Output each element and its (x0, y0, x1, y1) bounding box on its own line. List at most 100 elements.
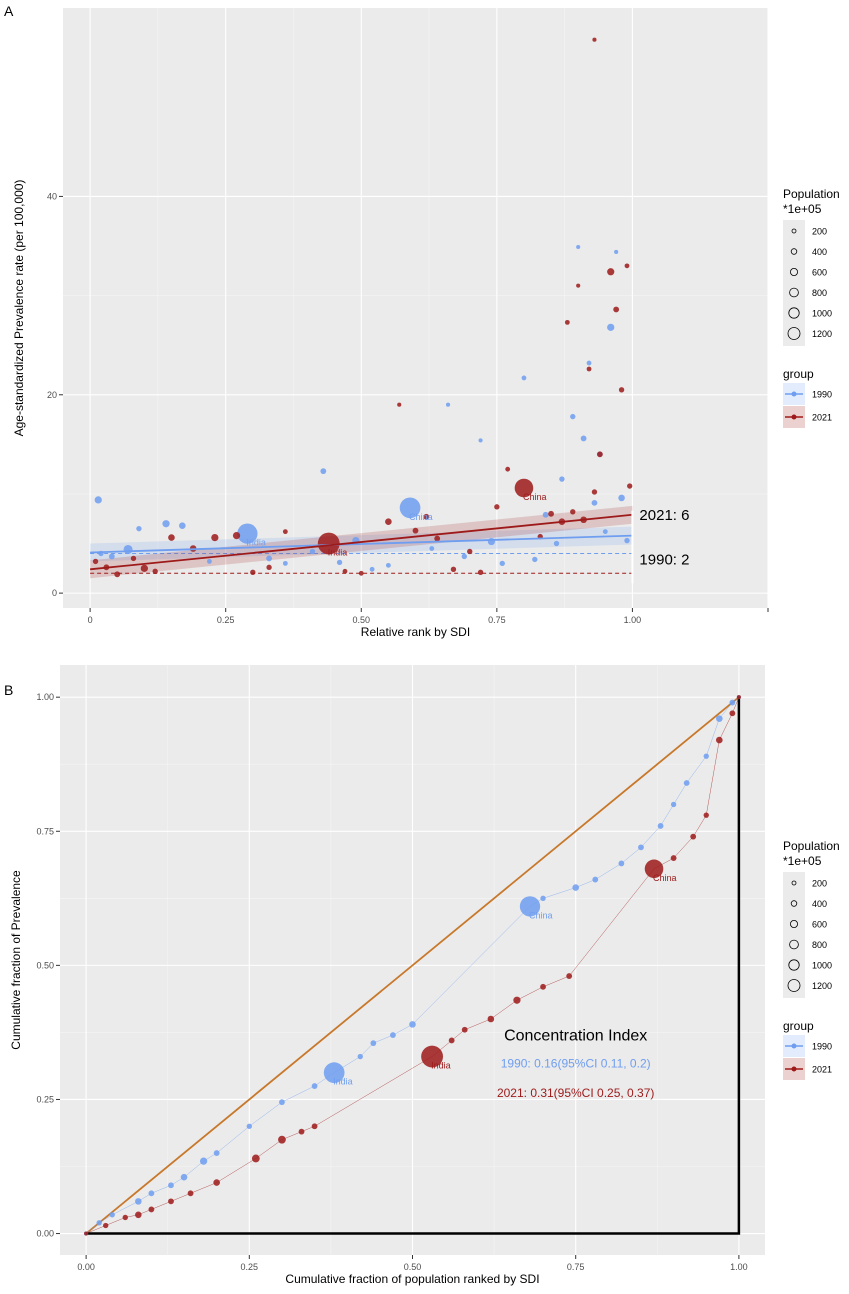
point-2021 (461, 1026, 468, 1033)
point-2021 (494, 504, 500, 510)
point-1990 (109, 1212, 115, 1218)
legend-key-background (783, 872, 805, 998)
point-2021 (103, 1222, 109, 1229)
point-2021 (282, 529, 288, 535)
point-2021 (467, 548, 473, 555)
point-2021 (250, 569, 256, 575)
legend-size-label: 1000 (812, 309, 832, 319)
point-1990 (207, 558, 212, 564)
point-1990 (618, 494, 625, 502)
point-1990 (135, 1198, 142, 1205)
point-1990 (357, 1053, 363, 1060)
point-2021 (135, 1211, 142, 1219)
point-1990 (638, 844, 644, 851)
point-2021 (505, 466, 511, 472)
point-2021 (84, 1231, 89, 1236)
legend-size-key (791, 880, 797, 886)
legend-size-key (788, 307, 800, 319)
point-2021 (232, 531, 241, 540)
point-2021 (266, 564, 272, 571)
x-tick-label: 0.75 (488, 615, 506, 625)
point-2021 (540, 983, 546, 990)
legend-size-key (788, 959, 800, 971)
legend-size-key (790, 920, 799, 929)
point-2021 (596, 451, 603, 458)
x-tick-label: 0.25 (217, 615, 235, 625)
point-1990 (519, 896, 541, 917)
point-1990 (461, 553, 467, 560)
y-axis-label: Cumulative fraction of Prevalence (9, 870, 23, 1050)
legend-group-dot (791, 1066, 797, 1072)
panel-label: B (4, 682, 13, 698)
point-2021 (513, 996, 521, 1004)
point-1990 (532, 556, 538, 563)
point-2021 (168, 534, 175, 541)
point-2021 (548, 510, 554, 517)
point-1990 (246, 1123, 252, 1129)
point-1990 (168, 1182, 174, 1189)
point-1990 (279, 1099, 285, 1106)
point-2021 (385, 518, 392, 526)
x-tick-label: 1.00 (624, 615, 642, 625)
point-2021 (736, 695, 741, 700)
legend-size-key (790, 900, 798, 907)
curve-2021 (86, 697, 740, 1234)
point-2021 (576, 283, 581, 288)
legend-size-key (790, 267, 799, 276)
legend-size-key (787, 979, 801, 992)
annotation-china-2021: China (523, 492, 547, 502)
equality-line (85, 696, 740, 1235)
point-2021 (613, 306, 620, 313)
x-tick-label: 0.00 (77, 1262, 95, 1272)
point-1990 (614, 249, 619, 255)
x-tick-label: 0 (88, 615, 93, 625)
legend: Population*1e+05 200 400 600 800 1000 1200 grou… (783, 187, 840, 428)
point-2021 (716, 736, 723, 744)
point-1990 (572, 884, 579, 891)
point-1990 (478, 438, 483, 443)
y-tick-label: 0.50 (36, 960, 54, 970)
point-2021 (148, 1206, 155, 1213)
point-1990 (602, 529, 608, 535)
y-tick-label: 0.00 (36, 1229, 54, 1239)
point-2021 (487, 1015, 495, 1023)
y-tick-label: 0 (52, 588, 57, 598)
legend-size-label: 800 (812, 940, 827, 950)
legend-group-label: 1990 (812, 1042, 832, 1052)
point-1990 (521, 375, 527, 381)
point-1990 (657, 823, 664, 829)
legend-size-label: 1200 (812, 981, 832, 991)
x-tick-label: 1.00 (730, 1262, 748, 1272)
point-1990 (670, 801, 677, 808)
y-tick-label: 1.00 (36, 692, 54, 702)
point-1990 (580, 435, 587, 442)
point-1990 (237, 523, 258, 544)
y-tick-label: 0.25 (36, 1094, 54, 1104)
legend-size-label: 1000 (812, 961, 832, 971)
point-1990 (540, 895, 546, 901)
point-2021 (187, 1190, 194, 1197)
point-2021 (92, 558, 99, 565)
concentration-index-2021: 2021: 0.31(95%CI 0.25, 0.37) (497, 1086, 654, 1100)
point-1990 (108, 553, 115, 560)
point-2021 (130, 555, 137, 562)
point-2021 (358, 570, 364, 576)
legend-size-title: Population (783, 187, 840, 201)
legend-group-label: 1990 (812, 390, 832, 400)
point-1990 (370, 1040, 377, 1047)
point-2021 (211, 533, 219, 542)
point-2021 (644, 859, 664, 879)
point-2021 (122, 1214, 128, 1221)
point-1990 (320, 468, 327, 475)
point-1990 (213, 1150, 220, 1156)
point-1990 (429, 546, 435, 551)
point-2021 (592, 37, 597, 42)
point-1990 (148, 1190, 155, 1197)
x-tick-label: 0.25 (241, 1262, 259, 1272)
legend-size-label: 600 (812, 920, 827, 930)
legend-size-label: 400 (812, 899, 827, 909)
x-tick-label: 0.50 (353, 615, 371, 625)
legend: Population*1e+05 200 400 600 800 1000 1200 grou… (783, 839, 840, 1080)
